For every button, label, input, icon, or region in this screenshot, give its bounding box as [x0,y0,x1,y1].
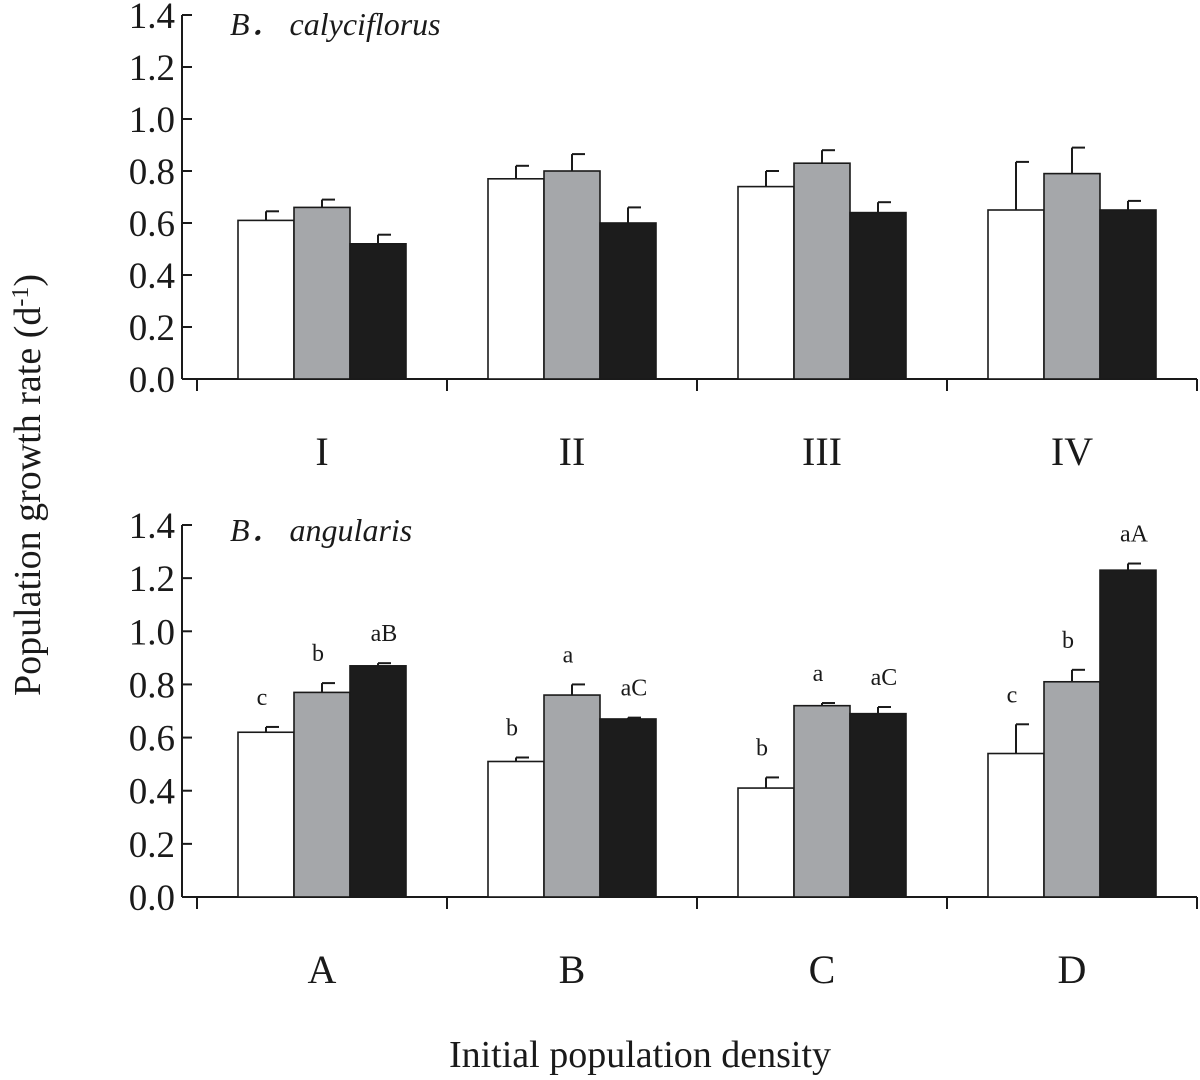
bar [793,162,851,380]
y-axis-title: Population growth rate (d-1) [7,274,49,696]
significance-label: c [257,685,268,711]
panel-top: 0.0 0.2 0.4 0.6 0.8 1.0 1.2 1.4 B． calyciflorus I… [129,0,1198,474]
y-tick-label: 0.4 [129,256,175,297]
bar [543,694,601,898]
category-label: C [809,947,836,992]
significance-label: b [1062,628,1074,654]
y-tick-label: 1.4 [129,0,175,37]
y-tick-label: 0.0 [129,360,175,401]
significance-label: aA [1120,522,1149,548]
significance-label: aC [871,665,898,691]
bar [987,209,1045,380]
panel-bottom: 0.0 0.2 0.4 0.6 0.8 1.0 1.2 1.4 B． angularis A B C D… [129,506,1198,992]
bar [293,206,351,380]
y-tick-label: 0.6 [129,204,175,245]
y-tick-label: 1.0 [129,612,175,653]
bar [293,691,351,898]
y-tick-label: 1.4 [129,506,175,547]
significance-label: a [813,661,824,687]
bar [1043,172,1101,380]
category-label: IV [1051,429,1093,474]
bar [599,718,657,898]
bar [487,760,545,898]
y-tick-label: 0.2 [129,308,175,349]
significance-label: b [756,735,768,761]
category-label: III [802,429,842,474]
bar [737,185,795,380]
bar [487,178,545,380]
bar [793,704,851,898]
y-tick-label: 0.8 [129,665,175,706]
significance-label: c [1007,682,1018,708]
category-label: II [559,429,586,474]
y-tick-label: 0.0 [129,878,175,919]
y-tick-label: 1.0 [129,100,175,141]
y-axis-title-text: Population growth rate (d [7,307,49,696]
y-tick-label: 0.4 [129,772,175,813]
panel-title: B． angularis [230,512,412,548]
category-label: A [308,947,337,992]
category-label: B [559,947,586,992]
bar [543,170,601,380]
y-tick-label: 1.2 [129,559,175,600]
category-label: I [315,429,328,474]
significance-label: aC [621,676,648,702]
bar [599,222,657,380]
bar [849,211,907,380]
y-tick-label: 1.2 [129,48,175,89]
y-axis-title-close: ) [7,274,49,287]
bar [349,665,407,898]
bar [1099,569,1157,898]
category-label: D [1058,947,1087,992]
bar [237,219,295,380]
bar [1099,209,1157,380]
bar [849,712,907,898]
bar [237,731,295,898]
x-axis-title: Initial population density [449,1034,831,1076]
panel-title: B． calyciflorus [230,6,441,42]
y-tick-label: 0.2 [129,825,175,866]
y-tick-label: 0.8 [129,152,175,193]
bar [737,787,795,898]
significance-label: b [506,716,518,742]
y-axis-title-sup: -1 [8,287,34,307]
bar [987,752,1045,898]
significance-label: a [563,642,574,668]
bar [349,243,407,380]
bar [1043,680,1101,898]
y-tick-label: 0.6 [129,719,175,760]
significance-label: b [312,641,324,667]
significance-label: aB [371,621,398,647]
